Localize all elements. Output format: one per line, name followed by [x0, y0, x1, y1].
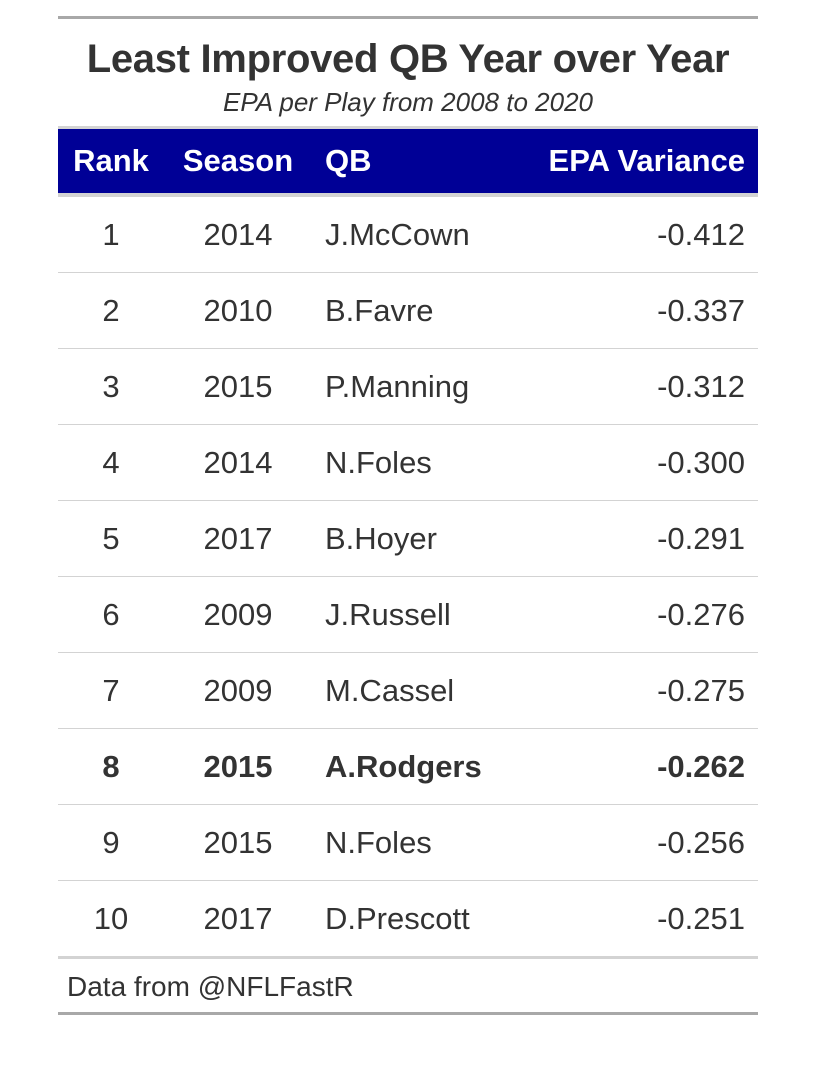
header-epa-variance: EPA Variance	[548, 143, 745, 178]
rank-cell: 9	[102, 824, 120, 860]
table-row: 6 2009 J.Russell -0.276	[58, 577, 758, 653]
season-cell: 2017	[203, 900, 273, 936]
source-note: Data from @NFLFastR	[67, 971, 354, 1002]
rank-cell: 1	[102, 216, 120, 252]
season-cell: 2009	[203, 596, 273, 632]
table-row: 9 2015 N.Foles -0.256	[58, 805, 758, 881]
qb-cell: B.Hoyer	[325, 520, 437, 556]
footer-rule	[58, 956, 758, 959]
subtitle-rule	[58, 126, 758, 129]
rank-cell: 7	[102, 672, 120, 708]
season-cell: 2015	[203, 824, 273, 860]
epa-variance-cell: -0.256	[657, 824, 745, 860]
rank-cell: 2	[102, 292, 120, 328]
header-rank: Rank	[73, 143, 149, 178]
rank-cell: 10	[93, 900, 129, 936]
table-row: 3 2015 P.Manning -0.312	[58, 349, 758, 425]
qb-cell: D.Prescott	[325, 900, 470, 936]
epa-variance-cell: -0.300	[657, 444, 745, 480]
header-row: Rank Season QB EPA Variance	[58, 129, 758, 193]
season-cell: 2010	[203, 292, 273, 328]
qb-cell: M.Cassel	[325, 672, 455, 708]
table-row: 10 2017 D.Prescott -0.251	[58, 881, 758, 956]
epa-variance-cell: -0.412	[657, 216, 745, 252]
table-row: 4 2014 N.Foles -0.300	[58, 425, 758, 501]
season-cell: 2017	[203, 520, 273, 556]
rank-cell: 5	[102, 520, 120, 556]
season-cell: 2015	[203, 368, 273, 404]
table-body: 1 2014 J.McCown -0.412 2 2010 B.Favre -0.337 3 20…	[58, 197, 758, 956]
epa-variance-cell: -0.291	[657, 520, 745, 556]
table-subtitle: EPA per Play from 2008 to 2020	[223, 87, 593, 117]
season-cell: 2014	[203, 444, 273, 480]
qb-table: Least Improved QB Year over Year EPA per…	[58, 16, 758, 1015]
header-qb: QB	[325, 143, 372, 178]
qb-cell: B.Favre	[325, 292, 434, 328]
qb-cell: J.Russell	[325, 596, 451, 632]
qb-cell: A.Rodgers	[325, 748, 482, 784]
rank-cell: 3	[102, 368, 120, 404]
table-row: 2 2010 B.Favre -0.337	[58, 273, 758, 349]
header-season: Season	[182, 143, 294, 178]
season-cell: 2009	[203, 672, 273, 708]
table-title: Least Improved QB Year over Year	[86, 37, 730, 81]
qb-cell: J.McCown	[325, 216, 470, 252]
header-rule	[58, 193, 758, 197]
epa-variance-cell: -0.251	[657, 900, 745, 936]
epa-variance-cell: -0.262	[657, 748, 745, 784]
epa-variance-cell: -0.275	[657, 672, 745, 708]
bottom-rule	[58, 1012, 758, 1015]
rank-cell: 6	[102, 596, 120, 632]
epa-variance-cell: -0.276	[657, 596, 745, 632]
rank-cell: 8	[102, 748, 120, 784]
season-cell: 2015	[203, 748, 273, 784]
season-cell: 2014	[203, 216, 273, 252]
qb-cell: N.Foles	[325, 444, 432, 480]
epa-variance-cell: -0.312	[657, 368, 745, 404]
table-row: 8 2015 A.Rodgers -0.262	[58, 729, 758, 805]
table-row: 5 2017 B.Hoyer -0.291	[58, 501, 758, 577]
table-row: 1 2014 J.McCown -0.412	[58, 197, 758, 273]
rank-cell: 4	[102, 444, 120, 480]
qb-cell: P.Manning	[325, 368, 470, 404]
qb-cell: N.Foles	[325, 824, 432, 860]
table-row: 7 2009 M.Cassel -0.275	[58, 653, 758, 729]
top-rule	[58, 16, 758, 19]
epa-variance-cell: -0.337	[657, 292, 745, 328]
